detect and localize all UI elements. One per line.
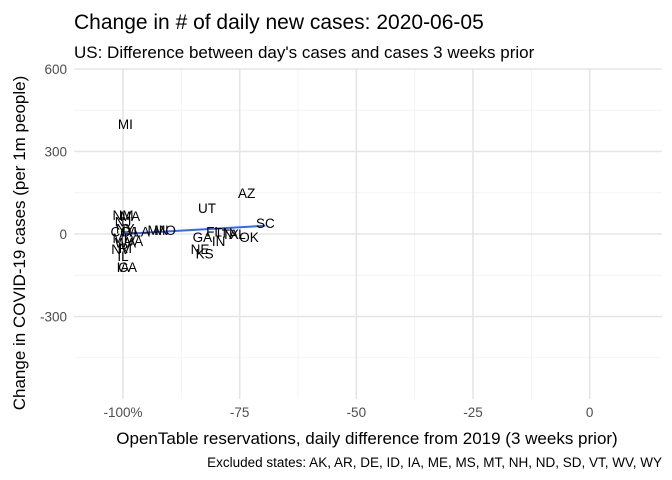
x-tick-label: 0 [586, 405, 594, 420]
point-label-nm: NM [113, 208, 134, 223]
chart-caption: Excluded states: AK, AR, DE, ID, IA, ME,… [207, 455, 662, 470]
chart-subtitle: US: Difference between day's cases and c… [74, 43, 535, 62]
x-tick-label: -25 [463, 405, 483, 420]
point-label-ks: KS [196, 246, 214, 261]
point-label-mo: MO [154, 223, 176, 238]
point-label-in: IN [212, 234, 226, 249]
point-label-ca: CA [118, 260, 137, 275]
point-label-va: VA [126, 234, 143, 249]
point-label-ma: MA [120, 209, 140, 224]
grid [74, 68, 662, 399]
point-label-tn: TN [214, 226, 232, 241]
x-tick-label: -100% [103, 405, 142, 420]
axis-ticks: -100% -75 -50 -25 0 -300 0 300 600 [40, 62, 593, 420]
point-label-al: AL [229, 227, 246, 242]
point-label-ne: NE [191, 242, 210, 257]
x-tick-label: -50 [347, 405, 367, 420]
chart-title: Change in # of daily new cases: 2020-06-… [74, 11, 484, 34]
point-label-pa: PA [121, 224, 138, 239]
point-label-mi: MI [118, 117, 133, 132]
point-label-co: CO [111, 224, 131, 239]
y-tick-label: 0 [59, 227, 67, 242]
y-tick-label: -300 [40, 310, 67, 325]
point-label-ok: OK [239, 230, 259, 245]
x-tick-label: -75 [230, 405, 250, 420]
point-label-ga: GA [193, 230, 213, 245]
point-label-ri: RI [119, 241, 133, 256]
point-label-md: MD [113, 231, 134, 246]
point-label-ny: NY [116, 222, 135, 237]
point-label-az: AZ [238, 186, 255, 201]
point-label-la: LA [133, 224, 150, 239]
point-label-il: IL [117, 249, 129, 264]
point-label-ut: UT [198, 201, 216, 216]
y-axis-title: Change in COVID-19 cases (per 1m people) [10, 76, 29, 411]
point-label-ia: IA [117, 260, 130, 275]
point-label-sc: SC [256, 216, 275, 231]
trend-line-layer [122, 224, 266, 235]
point-label-mn: MN [148, 223, 169, 238]
point-label-tx: TX [222, 227, 239, 242]
y-tick-label: 300 [44, 145, 67, 160]
point-label-wa: WA [115, 235, 136, 250]
point-label-fl: FL [206, 224, 222, 239]
point-label-nj: NJ [115, 215, 132, 230]
trend-line [122, 224, 266, 235]
point-label-nv: NV [111, 242, 130, 257]
y-tick-label: 600 [44, 62, 67, 77]
x-axis-title: OpenTable reservations, daily difference… [116, 429, 617, 448]
